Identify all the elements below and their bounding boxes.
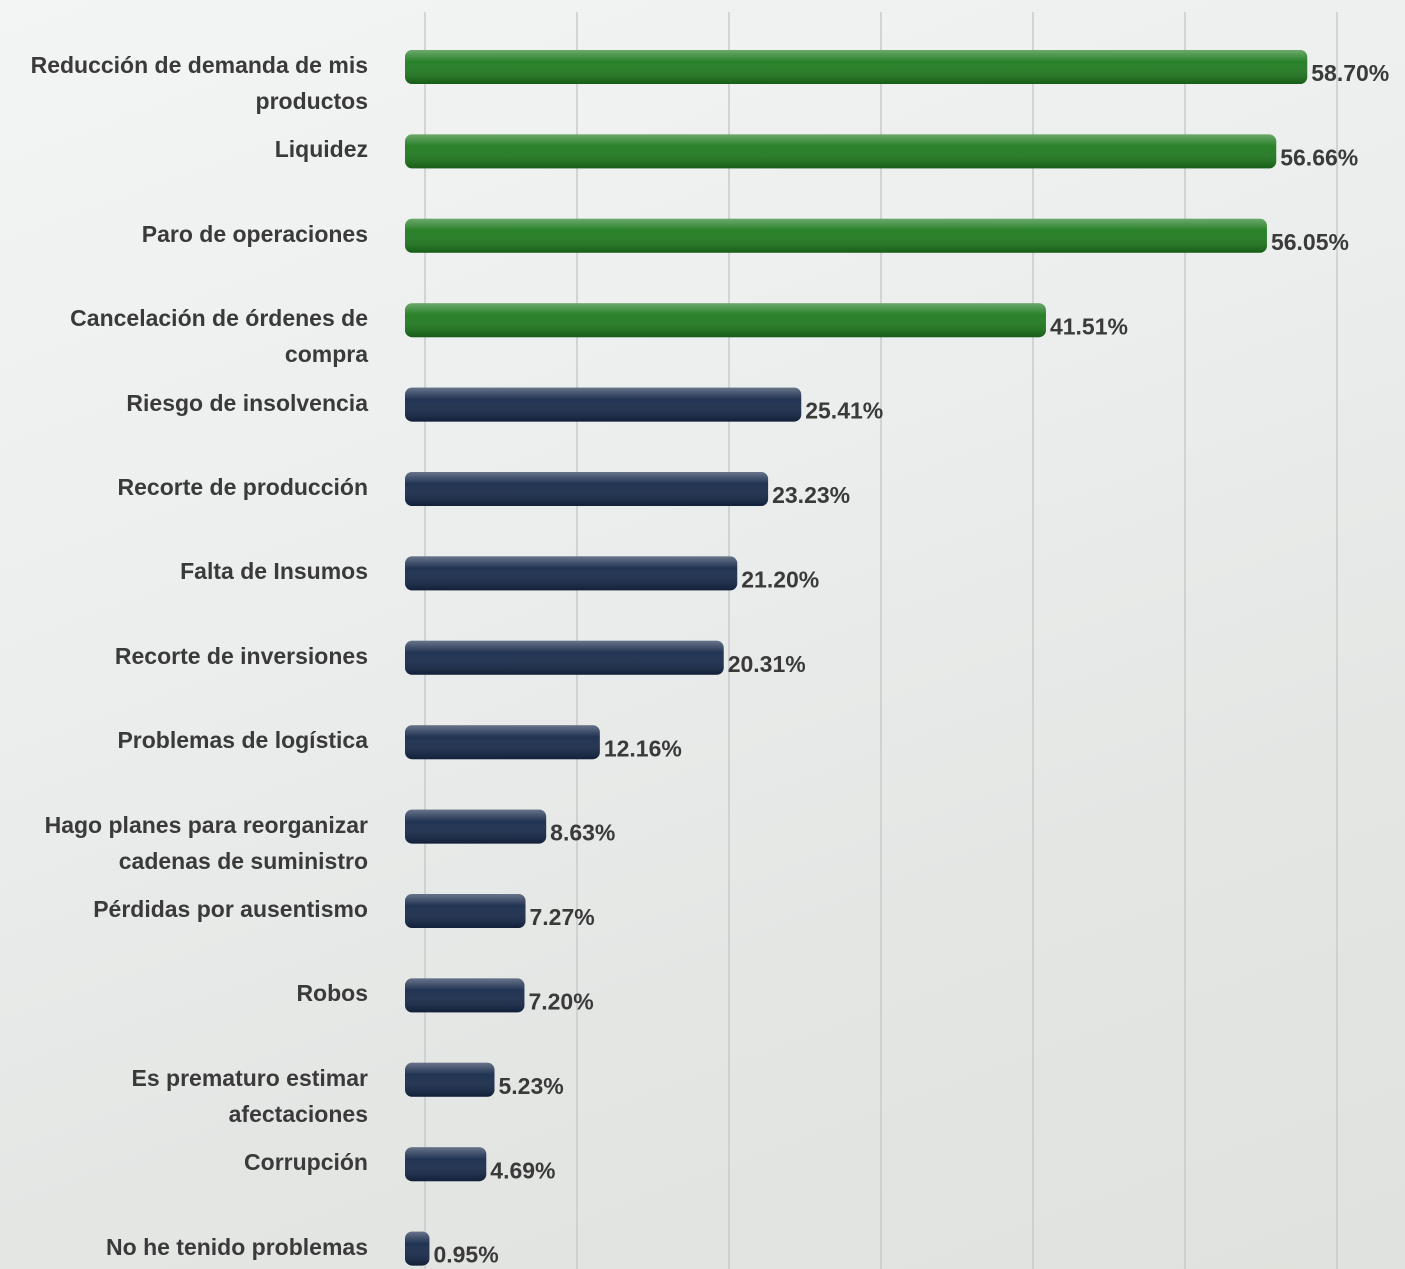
bar-shine bbox=[405, 219, 1267, 253]
category-label: Liquidez bbox=[8, 131, 368, 167]
value-label: 56.66% bbox=[1280, 144, 1358, 170]
category-label: Robos bbox=[8, 975, 368, 1011]
value-label: 21.20% bbox=[741, 566, 819, 592]
value-label: 4.69% bbox=[490, 1157, 555, 1183]
bar-shine bbox=[405, 1063, 494, 1097]
bar-shine bbox=[405, 303, 1046, 337]
bar-shine bbox=[405, 1232, 429, 1266]
value-label: 56.05% bbox=[1271, 229, 1349, 255]
category-label: Hago planes para reorganizar cadenas de … bbox=[8, 807, 368, 879]
value-label: 58.70% bbox=[1311, 60, 1389, 86]
bar-shine bbox=[405, 556, 737, 590]
value-label: 0.95% bbox=[433, 1242, 498, 1268]
value-label: 20.31% bbox=[728, 651, 806, 677]
category-label: Reducción de demanda de mis productos bbox=[8, 47, 368, 119]
value-label: 5.23% bbox=[498, 1073, 563, 1099]
category-label: Falta de Insumos bbox=[8, 553, 368, 589]
value-label: 7.27% bbox=[530, 904, 595, 930]
value-label: 23.23% bbox=[772, 482, 850, 508]
bar-shine bbox=[405, 50, 1307, 84]
value-label: 12.16% bbox=[604, 735, 682, 761]
category-label: Paro de operaciones bbox=[8, 216, 368, 252]
category-label: Cancelación de órdenes de compra bbox=[8, 300, 368, 372]
bar-shine bbox=[405, 894, 526, 928]
category-label: Corrupción bbox=[8, 1144, 368, 1180]
value-label: 25.41% bbox=[805, 398, 883, 424]
category-label: Es prematuro estimar afectaciones bbox=[8, 1060, 368, 1132]
category-label: No he tenido problemas bbox=[8, 1229, 368, 1265]
bar-shine bbox=[405, 641, 724, 675]
category-label: Recorte de producción bbox=[8, 469, 368, 505]
category-label: Riesgo de insolvencia bbox=[8, 385, 368, 421]
bar-shine bbox=[405, 134, 1276, 168]
bar-shine bbox=[405, 978, 524, 1012]
chart: 58.70% 56.66% 56.05% 41.51% 25.41% 23.23% 21.2… bbox=[0, 0, 1405, 1269]
bar-shine bbox=[405, 472, 768, 506]
bar-shine bbox=[405, 810, 546, 844]
value-label: 7.20% bbox=[528, 988, 593, 1014]
category-label: Pérdidas por ausentismo bbox=[8, 891, 368, 927]
value-label: 41.51% bbox=[1050, 313, 1128, 339]
bar-shine bbox=[405, 725, 600, 759]
value-label: 8.63% bbox=[550, 820, 615, 846]
category-label: Problemas de logística bbox=[8, 722, 368, 758]
bar-shine bbox=[405, 1147, 486, 1181]
bar-shine bbox=[405, 388, 801, 422]
category-label: Recorte de inversiones bbox=[8, 638, 368, 674]
